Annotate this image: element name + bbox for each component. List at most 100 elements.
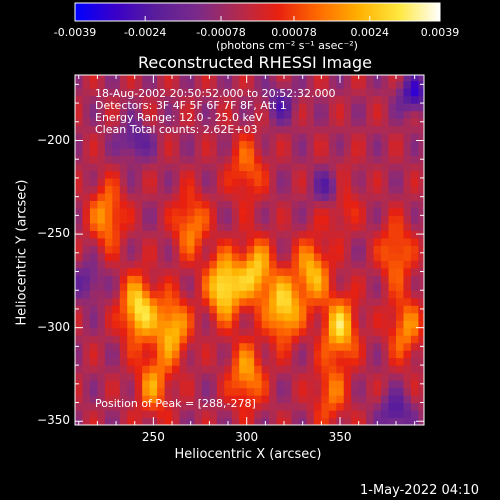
heatmap-cell xyxy=(112,387,121,396)
heatmap-cell xyxy=(381,357,390,366)
heatmap-cell xyxy=(89,215,98,224)
heatmap-cell xyxy=(75,387,84,396)
heatmap-cell xyxy=(164,185,173,194)
heatmap-cell xyxy=(216,275,225,284)
heatmap-cell xyxy=(298,372,308,381)
heatmap-cell xyxy=(134,305,143,314)
heatmap-cell xyxy=(328,80,337,89)
heatmap-cell xyxy=(246,410,255,419)
heatmap-cell xyxy=(231,222,240,231)
heatmap-cell xyxy=(201,365,210,374)
heatmap-cell xyxy=(75,140,84,149)
heatmap-cell xyxy=(224,200,233,209)
heatmap-cell xyxy=(328,290,337,299)
heatmap-cell xyxy=(418,207,424,216)
heatmap-cell xyxy=(89,237,98,246)
heatmap-cell xyxy=(291,222,300,231)
heatmap-cell xyxy=(261,155,270,164)
heatmap-cell xyxy=(97,297,106,306)
heatmap-cell xyxy=(321,252,330,261)
heatmap-cell xyxy=(104,192,113,201)
heatmap-cell xyxy=(328,410,337,419)
heatmap-cell xyxy=(75,252,84,261)
heatmap-cell xyxy=(261,147,270,157)
heatmap-cell xyxy=(284,88,293,97)
heatmap-cell xyxy=(231,312,240,321)
heatmap-cell xyxy=(224,95,233,104)
heatmap-cell xyxy=(194,417,203,425)
heatmap-cell xyxy=(104,335,113,344)
heatmap-cell xyxy=(231,125,240,134)
heatmap-cell xyxy=(134,387,143,396)
heatmap-cell xyxy=(306,140,315,149)
heatmap-cell xyxy=(231,185,240,194)
heatmap-cell xyxy=(231,275,240,284)
heatmap-cell xyxy=(231,80,240,89)
heatmap-cell xyxy=(127,395,136,404)
heatmap-cell xyxy=(239,327,248,336)
heatmap-cell xyxy=(119,192,128,201)
heatmap-cell xyxy=(97,260,106,269)
heatmap-cell xyxy=(366,192,375,201)
heatmap-cell xyxy=(313,185,322,194)
heatmap-cell xyxy=(306,200,315,209)
heatmap-cell xyxy=(201,162,210,172)
heatmap-cell xyxy=(119,207,128,216)
heatmap-cell xyxy=(209,95,218,104)
heatmap-cell xyxy=(216,357,225,366)
heatmap-cell xyxy=(373,110,382,119)
heatmap-cell xyxy=(157,177,166,187)
heatmap-cell xyxy=(269,305,278,314)
heatmap-cell xyxy=(112,305,121,314)
heatmap-cell xyxy=(149,222,158,231)
heatmap-cell xyxy=(410,110,420,119)
heatmap-cell xyxy=(157,75,166,82)
heatmap-cell xyxy=(366,155,375,164)
heatmap-cell xyxy=(194,147,203,157)
heatmap-cell xyxy=(254,290,263,299)
heatmap-cell xyxy=(134,380,143,389)
heatmap-cell xyxy=(276,395,285,404)
heatmap-cell xyxy=(396,395,405,404)
heatmap-cell xyxy=(276,215,285,224)
heatmap-cell xyxy=(313,305,322,314)
heatmap-cell xyxy=(373,118,382,127)
heatmap-cell xyxy=(403,125,412,134)
heatmap-cell xyxy=(254,417,263,425)
heatmap-cell xyxy=(246,290,255,299)
heatmap-cell xyxy=(321,170,330,179)
heatmap-cell xyxy=(112,395,121,404)
heatmap-cell xyxy=(216,207,225,216)
heatmap-cell xyxy=(164,207,173,216)
heatmap-cell xyxy=(373,200,382,209)
heatmap-cell xyxy=(239,335,248,344)
heatmap-cell xyxy=(194,170,203,179)
heatmap-cell xyxy=(403,417,412,425)
heatmap-cell xyxy=(239,245,248,254)
heatmap-cell xyxy=(134,357,143,366)
heatmap-cell xyxy=(164,230,173,239)
heatmap-cell xyxy=(246,320,255,329)
heatmap-cell xyxy=(89,80,98,89)
heatmap-cell xyxy=(284,335,293,344)
heatmap-cell xyxy=(388,380,397,389)
heatmap-cell xyxy=(373,95,382,104)
heatmap-cell xyxy=(149,312,158,321)
heatmap-cell xyxy=(261,275,270,284)
heatmap-cell xyxy=(254,177,263,187)
heatmap-cell xyxy=(246,162,255,172)
heatmap-cell xyxy=(403,222,412,231)
heatmap-cell xyxy=(97,230,106,239)
heatmap-cell xyxy=(119,275,128,284)
heatmap-cell xyxy=(142,312,151,321)
heatmap-cell xyxy=(142,342,151,351)
heatmap-cell xyxy=(239,357,248,366)
heatmap-cell xyxy=(179,177,188,187)
heatmap-cell xyxy=(254,357,263,366)
heatmap-cell xyxy=(231,365,240,374)
heatmap-cell xyxy=(396,177,405,187)
heatmap-cell xyxy=(239,275,248,284)
heatmap-cell xyxy=(75,320,84,329)
heatmap-cell xyxy=(231,118,240,127)
heatmap-cell xyxy=(418,88,424,97)
